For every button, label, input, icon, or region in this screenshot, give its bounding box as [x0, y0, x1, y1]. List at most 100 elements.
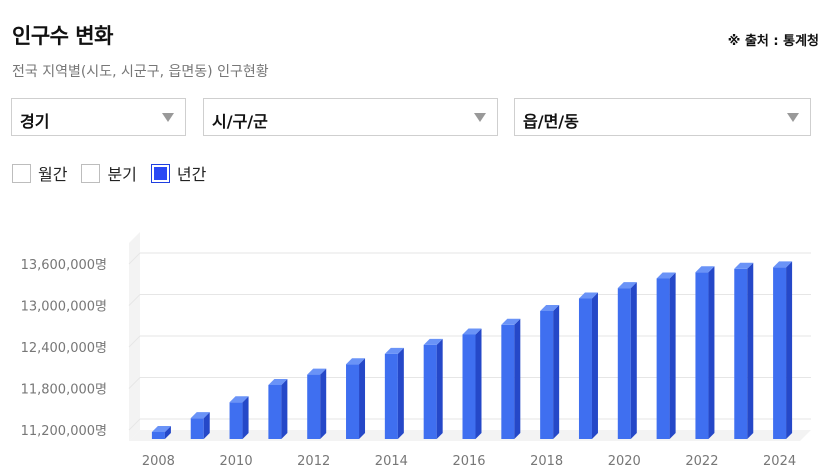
bar-top — [384, 347, 404, 354]
bar-2024[interactable] — [773, 261, 793, 439]
bar-top — [578, 292, 598, 299]
period-yearly[interactable]: 년간 — [150, 161, 207, 185]
y-axis: 11,200,000명 11,800,000명 12,400,000명 13,000,… — [21, 258, 107, 439]
bar-front — [695, 272, 709, 439]
bar-top — [346, 358, 366, 365]
bar-top — [656, 272, 676, 279]
y-tick-label: 13,000,000명 — [21, 300, 107, 315]
gridline-side — [128, 377, 141, 389]
bar-2009[interactable] — [190, 412, 210, 439]
chart-side-wall — [129, 232, 140, 441]
bar-top — [307, 368, 327, 375]
checkbox-yearly[interactable] — [150, 163, 170, 183]
bar-front — [540, 310, 554, 439]
bar-front — [229, 402, 243, 439]
town-select[interactable]: 읍/면/동 — [514, 98, 811, 136]
bar-2013[interactable] — [346, 358, 366, 439]
period-options: 월간 분기 년간 — [12, 161, 220, 185]
bar-side — [436, 338, 443, 439]
bar-side — [669, 272, 676, 439]
period-monthly[interactable]: 월간 — [12, 161, 67, 185]
checkbox-quarterly[interactable] — [81, 163, 101, 183]
bar-side — [514, 318, 521, 439]
bar-side — [630, 282, 637, 439]
district-select[interactable]: 시/구/군 — [203, 98, 498, 136]
bar-front — [462, 334, 476, 439]
bar-2023[interactable] — [734, 262, 754, 439]
bar-2012[interactable] — [307, 368, 327, 439]
bar-2015[interactable] — [423, 338, 443, 439]
page-title: 인구수 변화 — [12, 24, 113, 48]
town-select-value: 읍/면/동 — [523, 112, 579, 131]
bar-front — [578, 298, 592, 439]
bar-top — [423, 338, 443, 345]
bar-front — [617, 288, 631, 439]
bar-top — [229, 396, 249, 403]
bar-top — [462, 328, 482, 335]
bar-front — [346, 364, 360, 439]
bar-side — [359, 358, 366, 439]
bar-2016[interactable] — [462, 328, 482, 439]
bar-front — [773, 267, 787, 439]
x-tick-label: 2010 — [220, 454, 253, 469]
bar-2011[interactable] — [268, 378, 288, 439]
bar-front — [190, 418, 204, 439]
bar-side — [203, 412, 210, 439]
bar-side — [397, 347, 404, 439]
gridline-side — [128, 252, 141, 265]
bar-side — [320, 368, 327, 439]
page-subtitle: 전국 지역별(시도, 시군구, 읍면동) 인구현황 — [12, 64, 269, 80]
x-tick-label: 2020 — [608, 454, 641, 469]
bar-top — [773, 261, 793, 268]
chevron-down-icon — [162, 113, 174, 122]
bar-side — [747, 262, 754, 439]
gridline-side — [128, 294, 141, 306]
bar-top — [695, 266, 715, 273]
chevron-down-icon — [787, 113, 799, 122]
checkbox-monthly[interactable] — [12, 163, 31, 183]
bar-front — [307, 374, 321, 439]
gridline-side — [128, 335, 141, 348]
bar-side — [786, 261, 793, 439]
x-tick-label: 2016 — [452, 454, 485, 469]
bar-2019[interactable] — [578, 292, 598, 439]
bar-2017[interactable] — [501, 318, 521, 439]
bar-2022[interactable] — [695, 266, 715, 439]
bar-2014[interactable] — [384, 347, 404, 439]
y-tick-label: 11,800,000명 — [21, 383, 107, 398]
bar-front — [734, 268, 748, 439]
bar-side — [553, 304, 560, 439]
bar-front — [423, 344, 437, 439]
bar-2021[interactable] — [656, 272, 676, 439]
x-tick-label: 2024 — [763, 454, 796, 469]
bar-2010[interactable] — [229, 396, 249, 439]
bar-top — [617, 282, 637, 289]
bar-side — [164, 426, 171, 439]
bar-2018[interactable] — [540, 304, 560, 439]
x-axis: 2008 2010 2012 2014 2016 2018 2020 2022 2024 — [142, 454, 796, 469]
bar-top — [151, 426, 171, 432]
bar-top — [190, 412, 210, 419]
bar-2020[interactable] — [617, 282, 637, 439]
period-quarterly[interactable]: 분기 — [81, 161, 137, 185]
district-select-value: 시/구/군 — [212, 112, 268, 131]
x-tick-label: 2018 — [530, 454, 563, 469]
y-tick-label: 12,400,000명 — [21, 341, 107, 356]
source-note: ※ 출처 : 통계청 — [727, 34, 819, 49]
period-yearly-label: 년간 — [176, 165, 207, 184]
chevron-down-icon — [474, 113, 486, 122]
bar-top — [734, 262, 754, 269]
bar-front — [151, 432, 165, 439]
period-quarterly-label: 분기 — [107, 165, 137, 184]
region-select-value: 경기 — [20, 112, 50, 131]
population-bar-chart: 11,200,000명 11,800,000명 12,400,000명 13,000,… — [21, 232, 811, 469]
bar-2008[interactable] — [151, 426, 171, 439]
bar-front — [268, 384, 282, 439]
bar-side — [708, 266, 715, 439]
gridline-side — [128, 418, 141, 431]
bar-top — [268, 378, 288, 385]
bar-side — [281, 378, 288, 439]
period-monthly-label: 월간 — [38, 165, 68, 184]
region-select[interactable]: 경기 — [11, 98, 186, 136]
y-tick-label: 13,600,000명 — [21, 258, 107, 273]
